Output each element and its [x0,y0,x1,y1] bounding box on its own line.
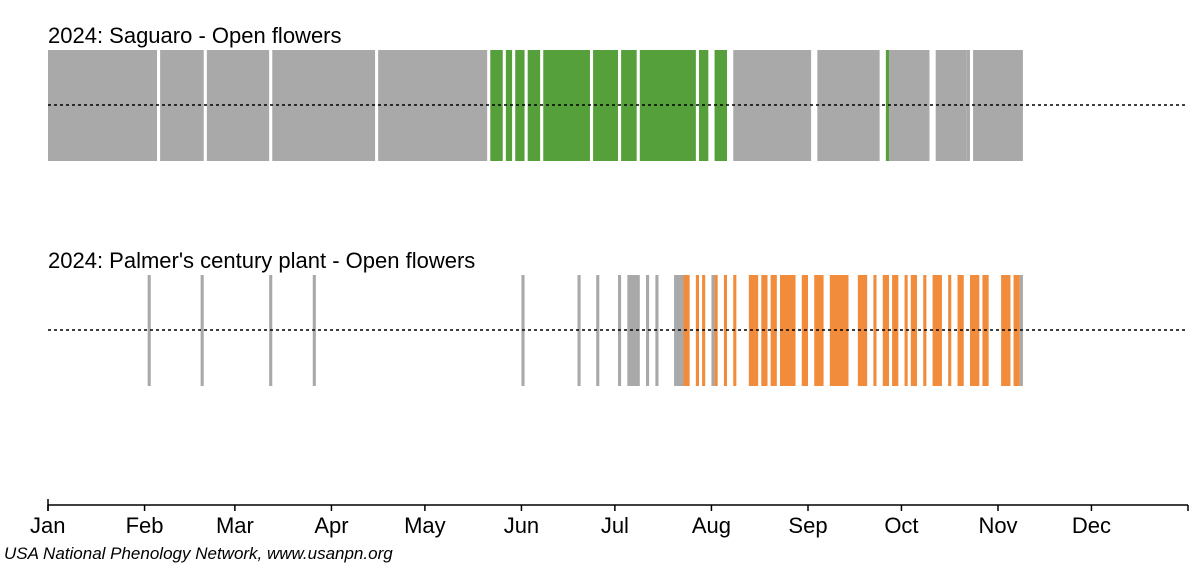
century-plant-no-bar [646,275,650,386]
century-plant-yes-bar [748,275,759,386]
century-plant-yes-bar [829,275,849,386]
century-plant-yes-bar [882,275,889,386]
x-tick-label-may: May [404,513,446,538]
century-plant-no-bar [596,275,600,386]
x-tick-label-feb: Feb [126,513,164,538]
x-tick-label-aug: Aug [692,513,731,538]
x-tick-label-nov: Nov [978,513,1017,538]
century-plant-yes-bar [857,275,868,386]
century-plant-no-bar [711,275,715,386]
century-plant-row: 2024: Palmer's century plant - Open flow… [48,248,1188,386]
century-plant-no-bar [627,275,640,386]
century-plant-yes-bar [873,275,877,386]
saguaro-yes-bar [515,50,525,161]
century-plant-no-bar [147,275,151,386]
century-plant-yes-bar [1001,275,1011,386]
century-plant-row-title: 2024: Palmer's century plant - Open flow… [48,248,475,273]
saguaro-yes-bar [527,50,541,161]
saguaro-yes-bar [621,50,637,161]
saguaro-yes-bar [885,50,889,161]
century-plant-no-bar [577,275,581,386]
x-tick-label-jun: Jun [504,513,539,538]
credit-text: USA National Phenology Network, www.usan… [4,544,393,563]
x-tick-label-jan: Jan [30,513,65,538]
century-plant-yes-bar [723,275,728,386]
x-tick-label-mar: Mar [216,513,254,538]
century-plant-yes-bar [770,275,777,386]
saguaro-yes-bar [490,50,503,161]
x-tick-label-oct: Oct [884,513,918,538]
x-axis: Jan Feb Mar Apr May Jun Jul Aug Sep Oct Nov Dec [30,499,1189,538]
x-tick-label-apr: Apr [314,513,348,538]
x-tick-label-jul: Jul [601,513,629,538]
saguaro-yes-bar [505,50,513,161]
century-plant-no-bar [200,275,204,386]
x-tick-label-sep: Sep [788,513,827,538]
x-tick-label-dec: Dec [1072,513,1111,538]
saguaro-no-bar [272,50,376,161]
saguaro-row: 2024: Saguaro - Open flowers [48,23,1188,161]
saguaro-row-title: 2024: Saguaro - Open flowers [48,23,342,48]
